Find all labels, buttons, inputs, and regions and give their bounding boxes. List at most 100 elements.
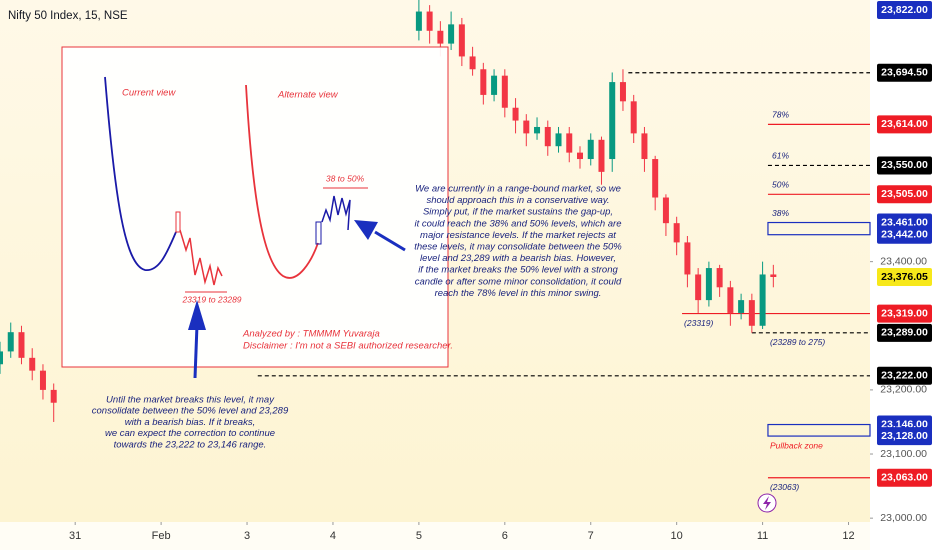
- candle-body: [50, 389, 57, 403]
- price-tag: [877, 427, 932, 446]
- note-line: we can expect the correction to continue: [105, 428, 275, 439]
- candle-body: [469, 56, 476, 70]
- price-tag: [877, 267, 932, 286]
- arrows: [188, 220, 406, 379]
- bar-shape: [315, 221, 322, 245]
- annotations: 78% 61% 50% 38% (23319) (23289 to 275) Pullbac…: [92, 110, 826, 492]
- commentary-line: major resistance levels. If the market r…: [420, 230, 616, 241]
- candle-body: [727, 287, 734, 313]
- candle-body: [512, 107, 519, 121]
- price-tag-label: 23,550.00: [881, 159, 928, 171]
- candle-body: [759, 274, 766, 326]
- candle-body: [415, 11, 422, 31]
- price-tag: [877, 304, 932, 323]
- arrow-head: [354, 220, 378, 240]
- candle-body: [544, 126, 551, 147]
- axes: 23,400.00 23,200.00 23,100.00 23,000.00 23,8…: [69, 1, 932, 542]
- inset: Current view Alternate view 38 to 50% 23…: [61, 46, 453, 368]
- price-tag-label: 23,614.00: [881, 118, 928, 130]
- fib-label: 50%: [772, 180, 789, 190]
- x-tick-label: 4: [330, 530, 336, 542]
- note-line: Until the market breaks this level, it m…: [106, 395, 275, 406]
- price-tag: [877, 156, 932, 175]
- level-note: (23063): [770, 482, 799, 492]
- commentary-line: reach the 78% level in this minor swing.: [435, 288, 602, 299]
- candle-body: [501, 75, 508, 108]
- y-tick-label: 23,100.00: [880, 448, 927, 460]
- zone: [767, 221, 871, 236]
- price-tag-label: 23,694.50: [881, 67, 928, 79]
- commentary-line: if the market breaks the 50% level with …: [418, 265, 618, 276]
- candle-body: [0, 351, 3, 365]
- fib-label: 38%: [772, 208, 789, 218]
- price-tag-label: 23,222.00: [881, 370, 928, 382]
- zone: [767, 423, 871, 437]
- inset-label: Alternate view: [277, 90, 339, 101]
- x-tick-label: Feb: [152, 530, 171, 542]
- note-line: towards the 23,222 to 23,146 range.: [114, 439, 267, 450]
- inset-label: 38 to 50%: [326, 173, 365, 183]
- candle-body: [684, 242, 691, 275]
- candle-body: [437, 30, 444, 44]
- x-tick-label: 12: [842, 530, 854, 542]
- candle-body: [641, 133, 648, 160]
- chart-title: Nifty 50 Index, 15, NSE: [8, 10, 128, 22]
- fib-label: 61%: [772, 151, 789, 161]
- y-tick-label: 23,400.00: [880, 255, 927, 267]
- zigzag: [179, 229, 223, 286]
- price-tag: [877, 323, 932, 342]
- inset-label: 23319 to 23289: [181, 294, 241, 304]
- inset-label: Disclaimer : I'm not a SEBI authorized r…: [243, 341, 453, 352]
- commentary-line: candle or after some minor consolidation…: [415, 276, 622, 287]
- candle-body: [458, 24, 465, 57]
- x-tick-label: 10: [671, 530, 683, 542]
- candle-body: [673, 223, 680, 243]
- candle-body: [609, 82, 616, 160]
- candle-body: [555, 133, 562, 147]
- inset-label: Current view: [122, 88, 176, 99]
- price-tag-label: 23,461.00: [881, 216, 928, 228]
- candle-body: [748, 300, 755, 326]
- zigzag: [321, 195, 351, 231]
- x-tick-label: 3: [244, 530, 250, 542]
- candle-body: [491, 75, 498, 95]
- note-line: consolidate between the 50% level and 23…: [92, 406, 289, 417]
- alternate-view-curve: [245, 84, 319, 279]
- price-tag-label: 23,289.00: [881, 327, 928, 339]
- current-view-curve: [104, 76, 177, 271]
- candle-body: [426, 11, 433, 31]
- commentary-line: Simply put, if the market sustains the g…: [423, 207, 613, 218]
- candle-body: [29, 357, 36, 371]
- price-tag: [877, 1, 932, 19]
- arrow-head: [188, 300, 206, 330]
- y-tick-label: 23,000.00: [880, 512, 927, 524]
- candle-body: [577, 152, 583, 160]
- alert-icon-bolt: [763, 496, 771, 510]
- x-tick-label: 31: [69, 530, 81, 542]
- x-tick-label: 11: [757, 530, 768, 542]
- price-tag: [877, 468, 932, 487]
- time-axis-background: [0, 522, 870, 550]
- y-tick-label: 23,200.00: [880, 384, 927, 396]
- candle-body: [652, 159, 659, 198]
- commentary-line: these levels, it may consolidate between…: [414, 242, 622, 253]
- price-tag-label: 23,319.00: [881, 307, 928, 319]
- arrow-shaft: [193, 324, 199, 379]
- commentary-line: level and 23,289 with a bearish bias. Ho…: [420, 253, 616, 264]
- x-tick-label: 5: [416, 530, 422, 542]
- price-tag-label: 23,505.00: [881, 188, 928, 200]
- price-tag: [877, 366, 932, 385]
- inset-label: Analyzed by : TMMMM Yuvaraja: [242, 329, 380, 340]
- candle-body: [705, 268, 712, 301]
- candle-body: [770, 274, 777, 277]
- candle-body: [738, 300, 745, 313]
- price-tag: [877, 185, 932, 204]
- price-tag: [877, 225, 932, 244]
- candle-body: [630, 101, 637, 134]
- price-tag-label: 23,822.00: [881, 4, 928, 16]
- candle-body: [534, 126, 541, 134]
- arrow-shaft: [374, 230, 406, 252]
- candle-body: [566, 133, 573, 153]
